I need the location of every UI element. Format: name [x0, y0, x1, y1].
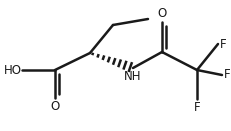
Text: F: F — [223, 69, 230, 81]
Text: O: O — [157, 7, 166, 20]
Text: O: O — [50, 100, 59, 113]
Text: F: F — [219, 37, 226, 50]
Text: NH: NH — [124, 70, 141, 83]
Text: HO: HO — [4, 64, 22, 77]
Text: F: F — [193, 101, 199, 114]
